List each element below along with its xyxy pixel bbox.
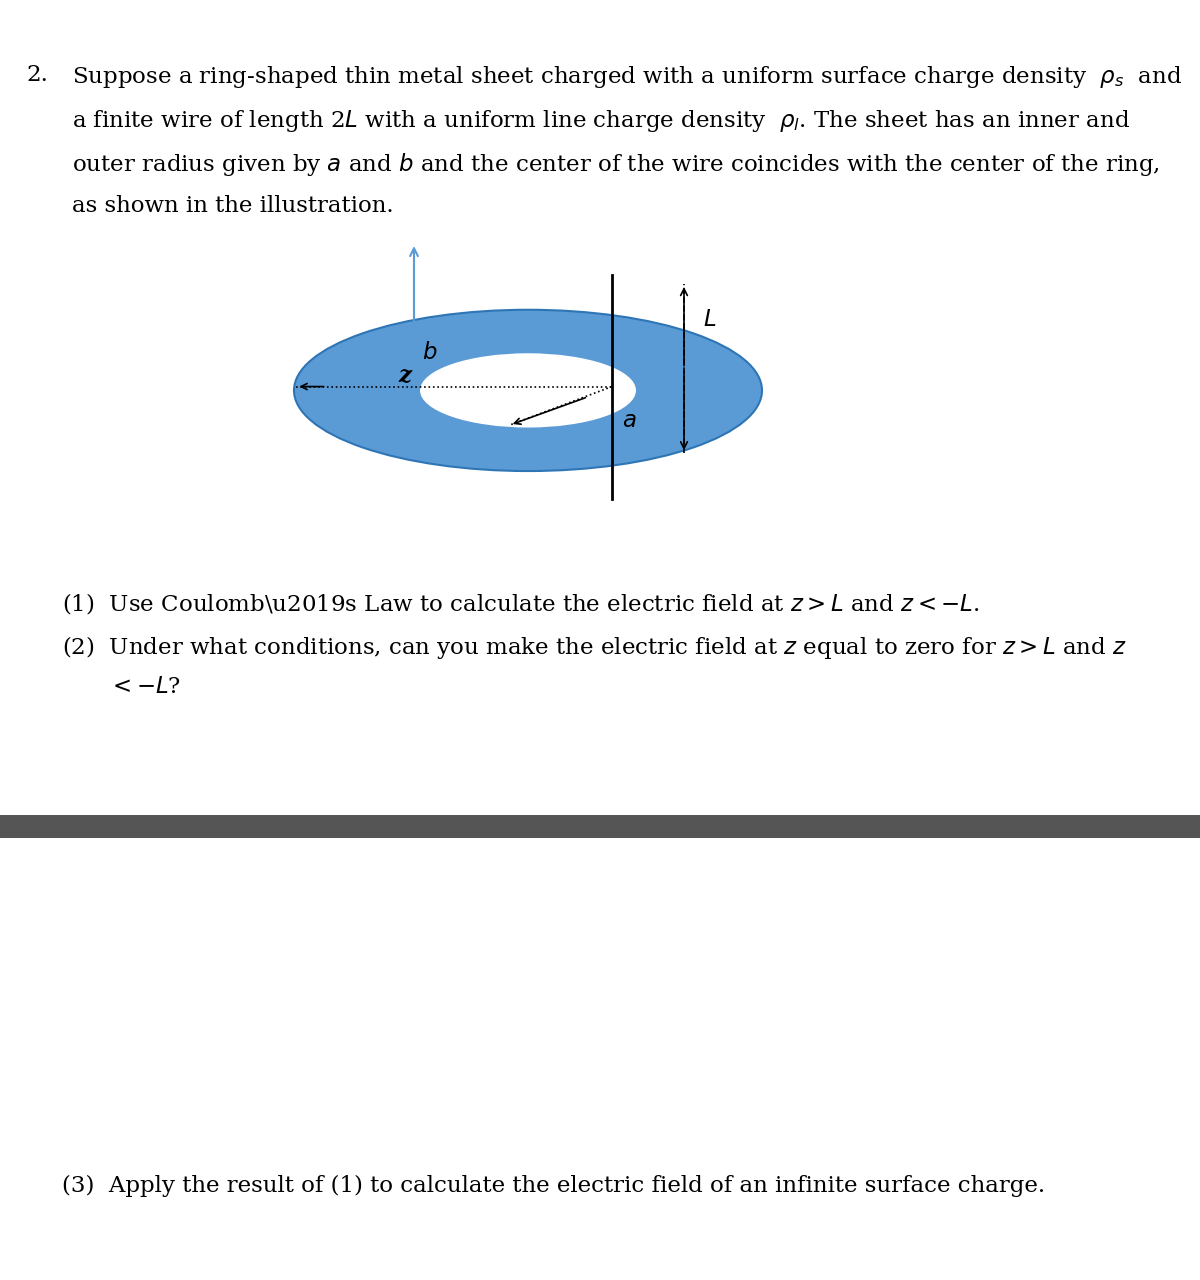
Ellipse shape [420,353,636,428]
Text: Suppose a ring-shaped thin metal sheet charged with a uniform surface charge den: Suppose a ring-shaped thin metal sheet c… [72,64,1182,90]
Text: (1)  Use Coulomb\u2019s Law to calculate the electric field at $z > L$ and $z < : (1) Use Coulomb\u2019s Law to calculate … [62,591,980,617]
Text: $a$: $a$ [622,410,636,431]
Text: $b$: $b$ [422,342,438,364]
Text: as shown in the illustration.: as shown in the illustration. [72,195,394,216]
Text: $< -L$?: $< -L$? [108,676,181,698]
Bar [0,815,1200,838]
Text: a finite wire of length 2$L$ with a uniform line charge density  $\rho_l$. The s: a finite wire of length 2$L$ with a unif… [72,108,1130,133]
Text: outer radius given by $a$ and $b$ and the center of the wire coincides with the : outer radius given by $a$ and $b$ and th… [72,151,1160,178]
Text: (2)  Under what conditions, can you make the electric field at $z$ equal to zero: (2) Under what conditions, can you make … [62,634,1128,660]
Text: z: z [398,365,410,387]
Text: 2.: 2. [26,64,48,86]
Text: (3)  Apply the result of (1) to calculate the electric field of an infinite surf: (3) Apply the result of (1) to calculate… [62,1175,1045,1197]
Ellipse shape [294,310,762,471]
Text: $L$: $L$ [703,308,716,332]
